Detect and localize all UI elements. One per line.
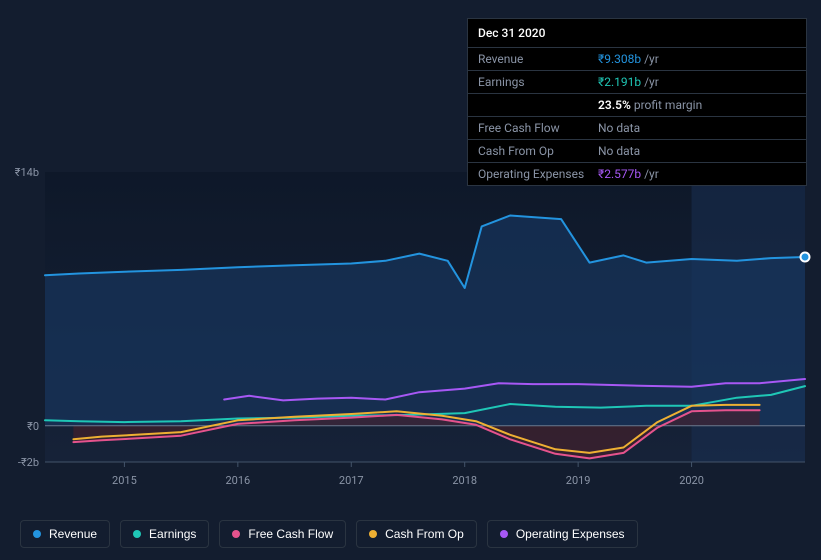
legend-item-earnings[interactable]: Earnings — [120, 520, 209, 548]
svg-text:2017: 2017 — [339, 474, 364, 487]
tooltip-value: ₹2.191b — [598, 75, 641, 89]
tooltip-label: Free Cash Flow — [478, 121, 598, 135]
legend-item-fcf[interactable]: Free Cash Flow — [219, 520, 346, 548]
svg-text:2020: 2020 — [679, 474, 704, 487]
legend-item-opex[interactable]: Operating Expenses — [487, 520, 638, 548]
tooltip-label: Revenue — [478, 52, 598, 66]
legend-dot — [369, 530, 377, 538]
svg-text:2018: 2018 — [452, 474, 477, 487]
tooltip-label: Cash From Op — [478, 144, 598, 158]
svg-text:2019: 2019 — [566, 474, 591, 487]
tooltip-value: No data — [598, 121, 640, 135]
legend-label: Earnings — [149, 527, 196, 541]
tooltip-row-earnings: Earnings ₹2.191b /yr — [468, 71, 806, 94]
tooltip-row-margin: 23.5% profit margin — [468, 94, 806, 117]
legend-label: Cash From Op — [385, 527, 464, 541]
svg-text:2016: 2016 — [225, 474, 250, 487]
legend-item-revenue[interactable]: Revenue — [20, 520, 110, 548]
tooltip-label: Operating Expenses — [478, 167, 598, 181]
tooltip-suffix: /yr — [644, 167, 659, 181]
tooltip-value: ₹9.308b — [598, 52, 641, 66]
tooltip-date: Dec 31 2020 — [468, 19, 806, 48]
tooltip-margin-text: profit margin — [634, 98, 702, 112]
tooltip-value: ₹2.577b — [598, 167, 641, 181]
tooltip-suffix: /yr — [644, 52, 659, 66]
chart-tooltip: Dec 31 2020 Revenue ₹9.308b /yr Earnings… — [467, 18, 807, 186]
tooltip-margin-pct: 23.5% — [598, 98, 631, 112]
svg-text:-₹2b: -₹2b — [18, 456, 39, 469]
legend: Revenue Earnings Free Cash Flow Cash Fro… — [20, 520, 638, 548]
legend-dot — [133, 530, 141, 538]
svg-text:2015: 2015 — [112, 474, 137, 487]
tooltip-label: Earnings — [478, 75, 598, 89]
legend-label: Free Cash Flow — [248, 527, 333, 541]
tooltip-row-opex: Operating Expenses ₹2.577b /yr — [468, 163, 806, 185]
chart-container: 2015 2016 2017 2018 2019 2020 ₹14b ₹0 -₹2b — [0, 150, 821, 510]
tooltip-value: No data — [598, 144, 640, 158]
legend-label: Revenue — [49, 527, 97, 541]
legend-item-cash-from-op[interactable]: Cash From Op — [356, 520, 477, 548]
legend-dot — [500, 530, 508, 538]
legend-dot — [232, 530, 240, 538]
tooltip-row-cashop: Cash From Op No data — [468, 140, 806, 163]
chart-svg[interactable]: 2015 2016 2017 2018 2019 2020 ₹14b ₹0 -₹2b — [0, 150, 821, 510]
tooltip-suffix: /yr — [644, 75, 659, 89]
tooltip-row-revenue: Revenue ₹9.308b /yr — [468, 48, 806, 71]
legend-label: Operating Expenses — [516, 527, 625, 541]
svg-text:₹14b: ₹14b — [15, 166, 39, 179]
legend-dot — [33, 530, 41, 538]
tooltip-row-fcf: Free Cash Flow No data — [468, 117, 806, 140]
svg-text:₹0: ₹0 — [27, 420, 39, 433]
